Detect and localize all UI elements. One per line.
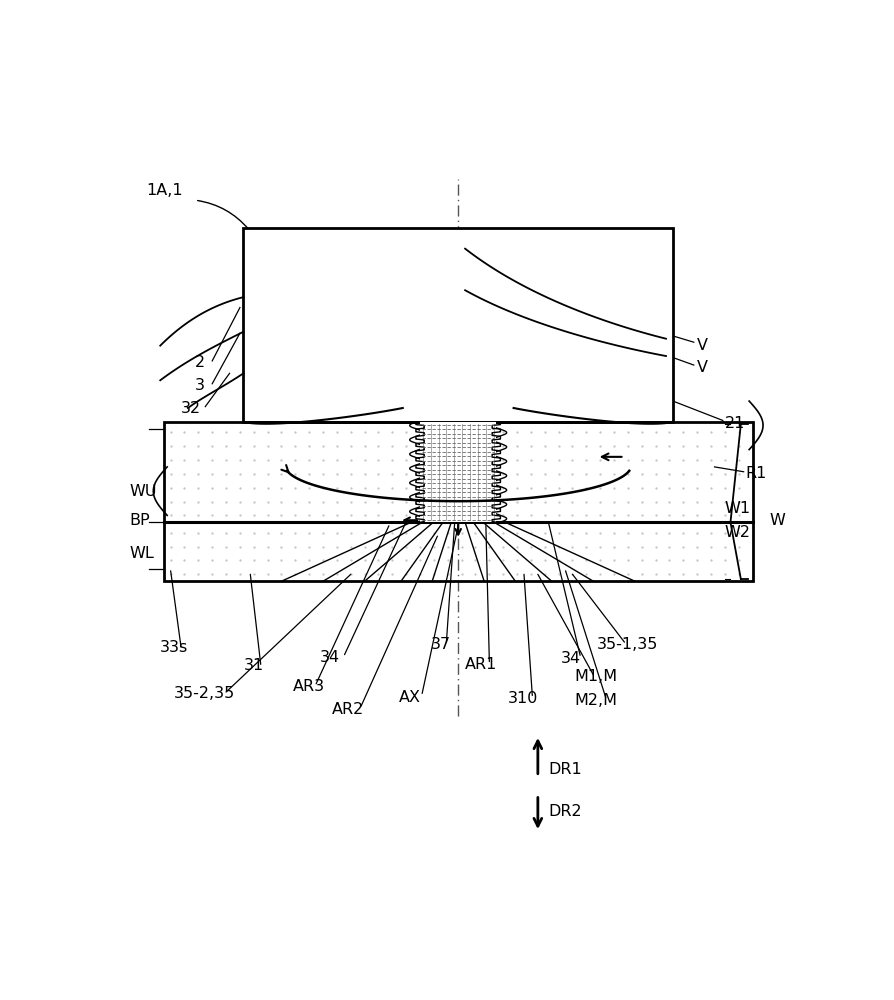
Text: V: V	[697, 360, 708, 375]
Text: DR1: DR1	[548, 762, 582, 777]
Text: DR2: DR2	[548, 804, 582, 819]
Text: V: V	[697, 338, 708, 353]
Text: WL: WL	[129, 546, 154, 561]
Text: W1: W1	[725, 501, 751, 516]
Text: AR3: AR3	[293, 679, 325, 694]
Bar	[164, 422, 753, 581]
Text: AR2: AR2	[332, 702, 365, 717]
Text: AX: AX	[400, 690, 421, 705]
Text: M1,M: M1,M	[575, 669, 618, 684]
Text: 35-1,35: 35-1,35	[597, 637, 658, 652]
Text: 33s: 33s	[160, 640, 189, 655]
Text: AR1: AR1	[465, 657, 497, 672]
Text: 35-2,35: 35-2,35	[174, 686, 235, 701]
Text: 31: 31	[243, 658, 264, 673]
Text: WU: WU	[129, 484, 156, 499]
Text: M2,M: M2,M	[575, 693, 618, 708]
Text: BP: BP	[129, 513, 149, 528]
Text: 21: 21	[725, 416, 746, 431]
Text: 34: 34	[320, 650, 340, 665]
Text: 1A,1: 1A,1	[147, 183, 183, 198]
Text: 37: 37	[431, 637, 451, 652]
Text: 32: 32	[181, 401, 201, 416]
Text: W2: W2	[725, 525, 751, 540]
Bar	[243, 228, 673, 422]
Bar	[420, 422, 496, 522]
Text: 2: 2	[195, 355, 205, 370]
Text: 310: 310	[508, 691, 538, 706]
Text: R1: R1	[746, 466, 767, 481]
Text: 34: 34	[561, 651, 581, 666]
Text: W: W	[770, 513, 786, 528]
Text: 3: 3	[195, 378, 205, 393]
